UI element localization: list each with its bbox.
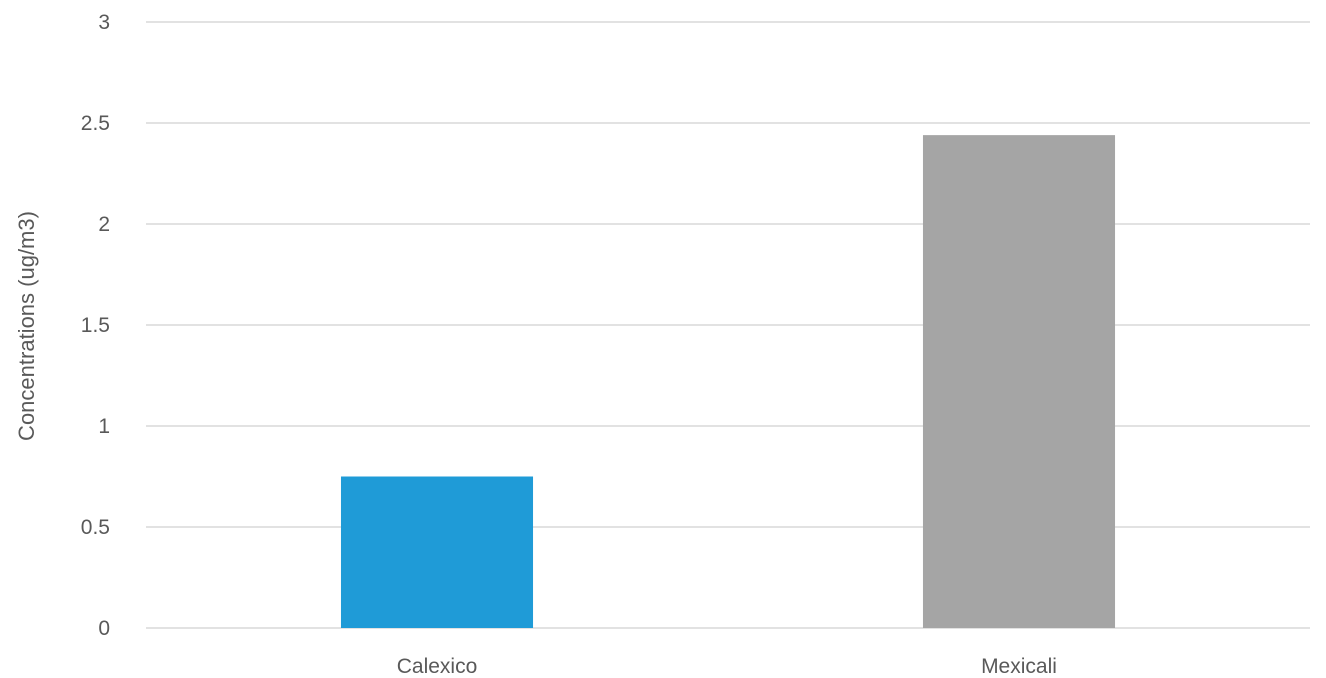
bars bbox=[340, 135, 1116, 628]
y-axis-title: Concentrations (ug/m3) bbox=[14, 211, 39, 441]
bar-calexico bbox=[340, 476, 534, 628]
y-tick-label: 0 bbox=[98, 617, 110, 640]
x-tick-label: Calexico bbox=[397, 655, 478, 678]
gridlines bbox=[146, 21, 1310, 629]
y-axis-ticks: 0 0.5 1 1.5 2 2.5 3 bbox=[81, 11, 110, 640]
y-tick-label: 0.5 bbox=[81, 516, 110, 539]
x-tick-label: Mexicali bbox=[981, 655, 1057, 678]
y-tick-label: 3 bbox=[98, 11, 110, 34]
x-axis-ticks: Calexico Mexicali bbox=[397, 655, 1057, 678]
y-tick-label: 1.5 bbox=[81, 314, 110, 337]
bar-mexicali bbox=[922, 135, 1116, 628]
y-tick-label: 2.5 bbox=[81, 112, 110, 135]
y-tick-label: 1 bbox=[98, 415, 110, 438]
y-tick-label: 2 bbox=[98, 213, 110, 236]
